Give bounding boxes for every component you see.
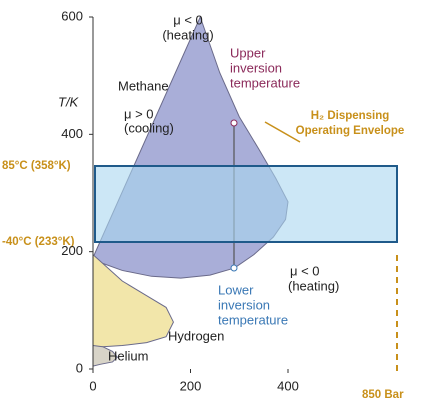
- y-tick-label: 600: [61, 8, 83, 23]
- x-tick-label: 200: [180, 378, 202, 393]
- y-tick-label: 0: [76, 360, 83, 375]
- annotation: μ < 0: [173, 12, 203, 27]
- series-label: Methane: [118, 78, 169, 93]
- annotation: μ < 0: [290, 263, 320, 278]
- annotation: inversion: [218, 297, 270, 312]
- series-label: Hydrogen: [168, 328, 224, 343]
- annotation: temperature: [230, 75, 300, 90]
- annotation: Upper: [230, 45, 266, 60]
- annotation: Lower: [218, 282, 254, 297]
- series-area: [92, 344, 119, 367]
- annotation: (heating): [162, 27, 213, 42]
- annotation: inversion: [230, 60, 282, 75]
- y-tick-label: 400: [61, 126, 83, 141]
- annotation: -40°C (233°K): [2, 236, 75, 248]
- x-tick-label: 400: [277, 378, 299, 393]
- annotation: 850 Bar: [362, 389, 404, 401]
- envelope-pointer: [264, 121, 301, 143]
- annotation: 85°C (358°K): [2, 160, 71, 172]
- annotation: Operating Envelope: [296, 125, 405, 137]
- annotation: temperature: [218, 312, 288, 327]
- annotation: μ > 0: [124, 106, 154, 121]
- lower-point: [230, 264, 238, 272]
- y-axis-label: T/K: [58, 94, 80, 109]
- series-label: Helium: [108, 348, 148, 363]
- annotation: (heating): [288, 278, 339, 293]
- x-tick-label: 0: [89, 378, 96, 393]
- y-tick-label: 200: [61, 243, 83, 258]
- annotation: H₂ Dispensing: [311, 110, 390, 122]
- envelope-rect: [94, 165, 398, 243]
- upper-point: [230, 119, 238, 127]
- annotation: (cooling): [124, 120, 174, 135]
